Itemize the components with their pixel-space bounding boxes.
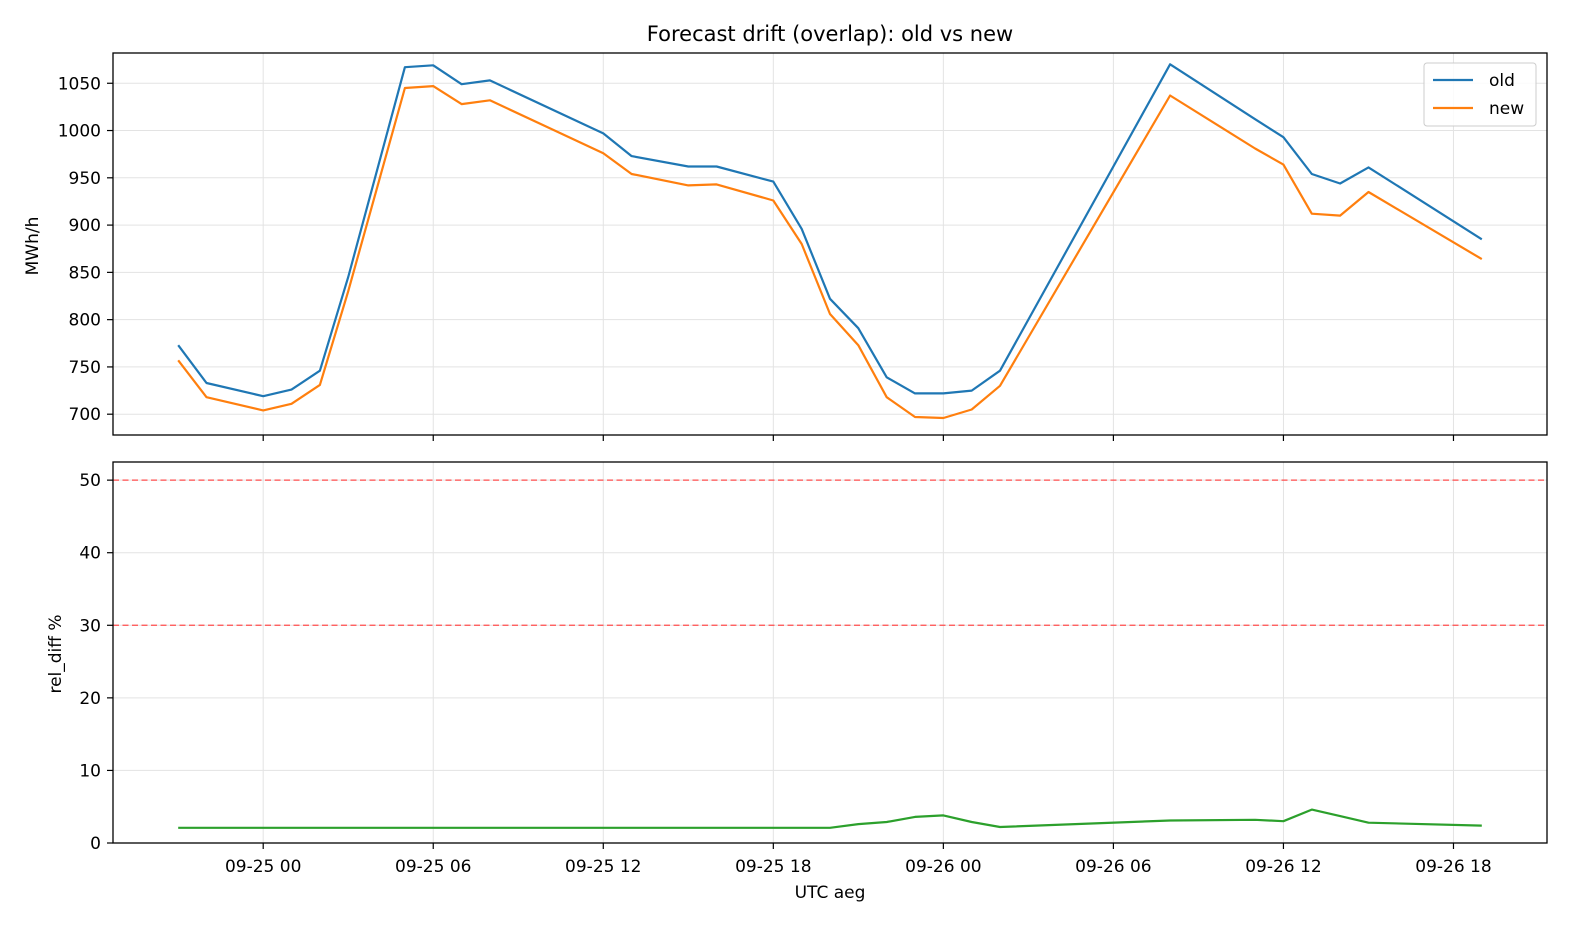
top-gridlines bbox=[113, 53, 1547, 435]
top-ticks: 700 750 800 850 900 950 1000 1050 bbox=[58, 74, 1455, 441]
x-tick-label: 09-26 06 bbox=[1075, 857, 1151, 877]
bottom-ticks: 09-25 00 09-25 06 09-25 12 09-25 18 09-26 00… bbox=[79, 471, 1491, 877]
legend-new-label: new bbox=[1489, 99, 1524, 119]
top-y-tick-label: 900 bbox=[69, 216, 101, 236]
x-tick-label: 09-26 12 bbox=[1245, 857, 1321, 877]
series-line-old bbox=[177, 63, 1483, 398]
bottom-plot-frame bbox=[112, 461, 1548, 844]
x-axis-label: UTC aeg bbox=[795, 883, 866, 903]
top-y-tick-label: 800 bbox=[69, 311, 101, 331]
bottom-y-tick-label: 30 bbox=[79, 616, 101, 636]
top-panel: 700 750 800 850 900 950 1000 1050 Forecast drif… bbox=[23, 22, 1548, 441]
legend-old-label: old bbox=[1489, 71, 1515, 91]
legend: old new bbox=[1423, 62, 1537, 127]
top-y-tick-label: 750 bbox=[69, 358, 101, 378]
x-tick-label: 09-25 00 bbox=[225, 857, 301, 877]
series-line-rel-diff bbox=[178, 808, 1482, 829]
top-y-tick-label: 1050 bbox=[58, 74, 101, 94]
top-y-axis-label: MWh/h bbox=[23, 217, 43, 276]
top-y-tick-label: 950 bbox=[69, 169, 101, 189]
bottom-panel: 09-25 00 09-25 06 09-25 12 09-25 18 09-26 00… bbox=[46, 461, 1548, 903]
top-plot-frame bbox=[112, 52, 1548, 436]
chart-title: Forecast drift (overlap): old vs new bbox=[647, 22, 1013, 46]
x-tick-label: 09-26 18 bbox=[1415, 857, 1491, 877]
bottom-y-tick-label: 10 bbox=[79, 761, 101, 781]
x-tick-label: 09-25 06 bbox=[395, 857, 471, 877]
bottom-y-tick-label: 50 bbox=[79, 471, 101, 491]
bottom-reference-lines bbox=[113, 479, 1547, 626]
bottom-y-tick-label: 0 bbox=[90, 834, 101, 854]
x-tick-label: 09-25 18 bbox=[735, 857, 811, 877]
x-tick-label: 09-26 00 bbox=[905, 857, 981, 877]
top-y-tick-label: 850 bbox=[69, 263, 101, 283]
x-tick-label: 09-25 12 bbox=[565, 857, 641, 877]
legend-box bbox=[1423, 62, 1537, 127]
top-y-tick-label: 700 bbox=[69, 405, 101, 425]
bottom-y-tick-label: 40 bbox=[79, 544, 101, 564]
bottom-series-lines bbox=[178, 808, 1482, 829]
bottom-y-tick-label: 20 bbox=[79, 689, 101, 709]
series-line-new bbox=[177, 84, 1483, 420]
top-y-tick-label: 1000 bbox=[58, 122, 101, 142]
bottom-y-axis-label: rel_diff % bbox=[46, 614, 66, 693]
top-series-lines bbox=[177, 63, 1483, 420]
